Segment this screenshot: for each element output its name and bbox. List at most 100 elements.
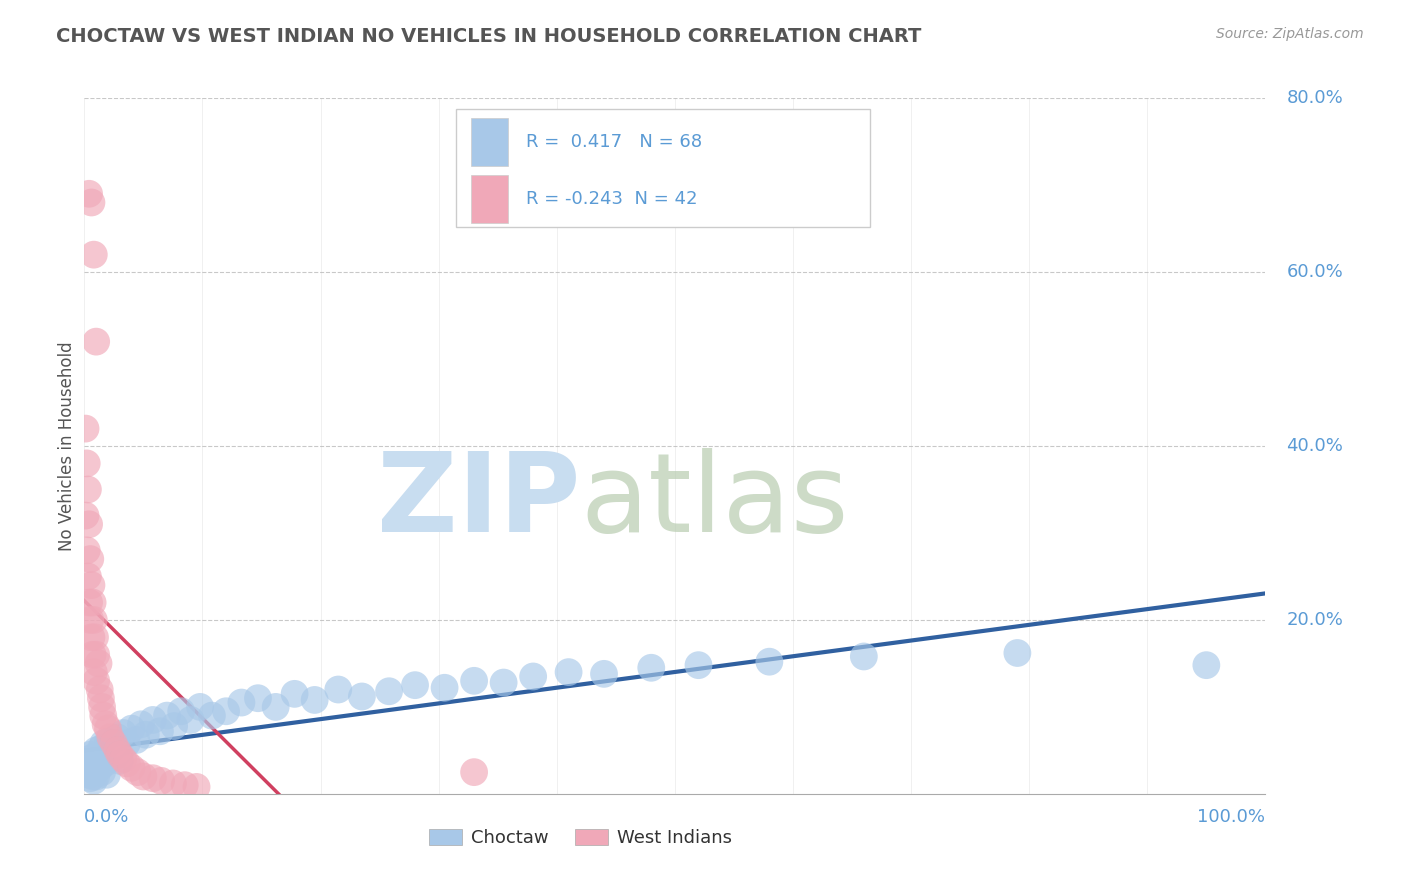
Point bbox=[91, 699, 114, 714]
Point bbox=[115, 756, 138, 771]
Legend: Choctaw, West Indians: Choctaw, West Indians bbox=[422, 822, 740, 855]
Point bbox=[83, 773, 105, 788]
Text: CHOCTAW VS WEST INDIAN NO VEHICLES IN HOUSEHOLD CORRELATION CHART: CHOCTAW VS WEST INDIAN NO VEHICLES IN HO… bbox=[56, 27, 921, 45]
Point bbox=[91, 736, 114, 750]
Point bbox=[80, 195, 103, 210]
Point bbox=[150, 773, 173, 788]
Point bbox=[77, 756, 100, 771]
Point bbox=[76, 543, 98, 558]
Point bbox=[76, 759, 98, 773]
Text: 0.0%: 0.0% bbox=[84, 808, 129, 826]
Point bbox=[758, 655, 780, 669]
Point bbox=[90, 691, 112, 706]
Point bbox=[112, 726, 135, 740]
Point bbox=[80, 765, 103, 780]
Point bbox=[188, 699, 211, 714]
Point bbox=[127, 765, 149, 780]
Point bbox=[1007, 646, 1029, 660]
Point bbox=[97, 722, 120, 736]
Point bbox=[87, 748, 110, 763]
Point bbox=[84, 630, 107, 644]
Point bbox=[142, 713, 165, 727]
Point bbox=[77, 569, 100, 583]
Point bbox=[115, 736, 138, 750]
Point bbox=[522, 669, 544, 683]
Point bbox=[463, 765, 485, 780]
Point bbox=[82, 648, 104, 662]
Point bbox=[77, 517, 100, 532]
Point bbox=[129, 717, 152, 731]
Point bbox=[640, 661, 662, 675]
Point bbox=[79, 747, 101, 762]
Point bbox=[75, 508, 97, 523]
Point bbox=[121, 722, 143, 736]
Point bbox=[156, 708, 179, 723]
Point bbox=[328, 682, 350, 697]
Point bbox=[149, 724, 172, 739]
Point bbox=[90, 741, 112, 756]
Text: Source: ZipAtlas.com: Source: ZipAtlas.com bbox=[1216, 27, 1364, 41]
Point bbox=[98, 739, 121, 753]
Text: atlas: atlas bbox=[581, 448, 849, 555]
Point bbox=[84, 673, 107, 688]
Point bbox=[77, 186, 100, 201]
Text: ZIP: ZIP bbox=[377, 448, 581, 555]
Point bbox=[79, 552, 101, 566]
Point bbox=[173, 778, 195, 792]
Point bbox=[80, 630, 103, 644]
Point bbox=[84, 763, 107, 777]
Point bbox=[284, 687, 307, 701]
Point bbox=[76, 456, 98, 471]
Point bbox=[89, 682, 111, 697]
Point bbox=[215, 704, 238, 718]
Point bbox=[89, 761, 111, 775]
Point bbox=[404, 678, 426, 692]
Point bbox=[688, 658, 710, 673]
Point bbox=[82, 750, 104, 764]
Text: 80.0%: 80.0% bbox=[1286, 89, 1343, 107]
Point bbox=[246, 691, 269, 706]
Point bbox=[98, 731, 121, 745]
FancyBboxPatch shape bbox=[471, 175, 509, 223]
Point bbox=[557, 665, 579, 680]
Y-axis label: No Vehicles in Household: No Vehicles in Household bbox=[58, 341, 76, 551]
Point bbox=[77, 768, 100, 782]
Point bbox=[103, 750, 125, 764]
Point bbox=[87, 657, 110, 671]
Point bbox=[84, 334, 107, 349]
Text: R = -0.243  N = 42: R = -0.243 N = 42 bbox=[526, 190, 697, 208]
Point bbox=[107, 731, 129, 745]
Text: 60.0%: 60.0% bbox=[1286, 263, 1343, 281]
Point bbox=[162, 776, 184, 790]
Point bbox=[378, 684, 401, 698]
Point bbox=[83, 247, 105, 262]
Point bbox=[304, 693, 326, 707]
Point bbox=[433, 681, 456, 695]
Point bbox=[91, 708, 114, 723]
Point bbox=[93, 756, 115, 771]
Point bbox=[142, 771, 165, 785]
Point bbox=[97, 735, 120, 749]
Point bbox=[107, 743, 129, 757]
Point bbox=[80, 578, 103, 592]
Point bbox=[84, 743, 107, 757]
Point bbox=[82, 596, 104, 610]
Point bbox=[132, 769, 155, 784]
FancyBboxPatch shape bbox=[457, 109, 870, 227]
Point bbox=[135, 728, 157, 742]
Point bbox=[463, 673, 485, 688]
Point bbox=[94, 745, 117, 759]
Text: 20.0%: 20.0% bbox=[1286, 611, 1343, 629]
Point bbox=[593, 666, 616, 681]
Text: 100.0%: 100.0% bbox=[1198, 808, 1265, 826]
Point bbox=[84, 769, 107, 784]
Point bbox=[103, 736, 125, 750]
Point bbox=[77, 483, 100, 497]
Point bbox=[83, 613, 105, 627]
Point bbox=[350, 690, 373, 704]
Text: R =  0.417   N = 68: R = 0.417 N = 68 bbox=[526, 133, 702, 151]
Point bbox=[112, 752, 135, 766]
Point bbox=[201, 708, 224, 723]
Point bbox=[77, 752, 100, 766]
Point bbox=[96, 768, 118, 782]
